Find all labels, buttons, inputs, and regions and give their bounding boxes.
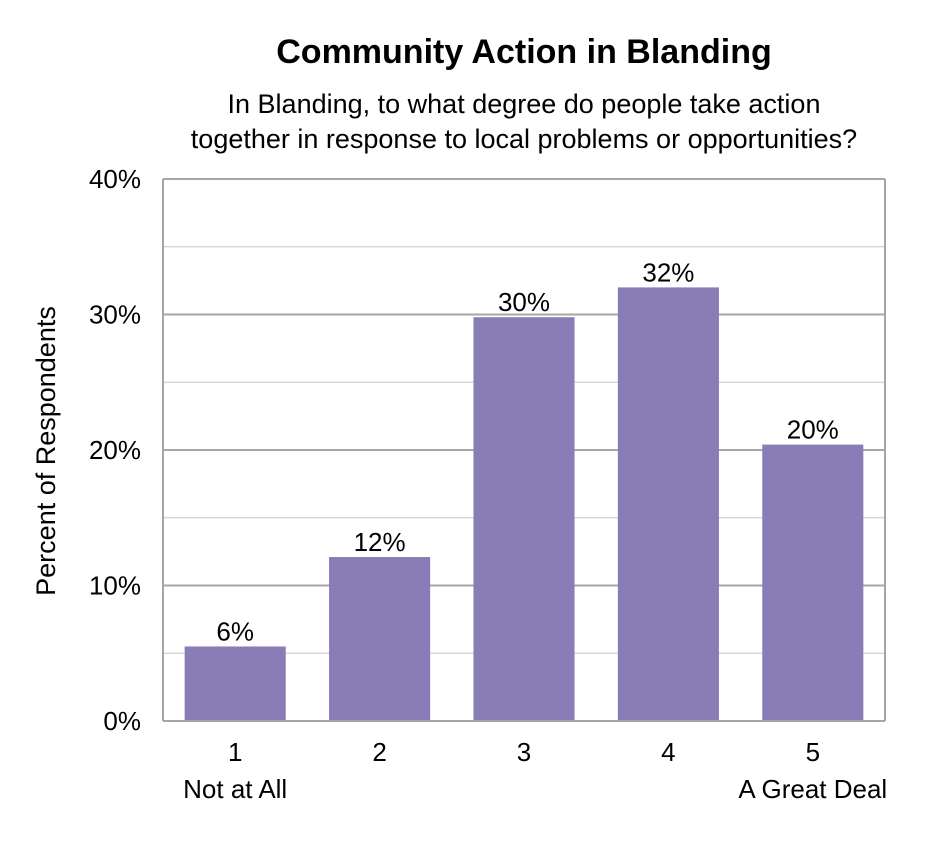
plot-area: 0% 10% 20% 30% 40% 6% 1 Not at All 12% 2 30% 3 32% 4 2… — [89, 164, 887, 804]
bar — [762, 444, 864, 721]
y-tick-label: 10% — [89, 571, 141, 601]
data-label: 20% — [787, 415, 839, 445]
y-axis-label: Percent of Respondents — [31, 306, 61, 596]
bar — [329, 557, 431, 721]
y-tick-label: 40% — [89, 164, 141, 194]
chart-subtitle-line-2: together in response to local problems o… — [191, 124, 857, 154]
x-tick-label: 5 — [806, 737, 820, 767]
bar — [473, 317, 575, 721]
x-tick-label: 3 — [517, 737, 531, 767]
bar — [617, 287, 719, 721]
x-tick-label: 2 — [372, 737, 386, 767]
bar — [184, 646, 286, 721]
chart-title: Community Action in Blanding — [276, 33, 772, 71]
x-tick-sublabel: Not at All — [183, 774, 287, 804]
x-tick-label: 1 — [228, 737, 242, 767]
data-label: 30% — [498, 287, 550, 317]
y-tick-label: 20% — [89, 435, 141, 465]
x-tick-label: 4 — [661, 737, 675, 767]
data-label: 12% — [354, 527, 406, 557]
data-label: 6% — [216, 616, 254, 646]
x-tick-sublabel: A Great Deal — [738, 774, 887, 804]
data-label: 32% — [642, 257, 694, 287]
y-tick-label: 30% — [89, 300, 141, 330]
chart-subtitle-line-1: In Blanding, to what degree do people ta… — [228, 89, 821, 119]
y-tick-label: 0% — [103, 706, 141, 736]
